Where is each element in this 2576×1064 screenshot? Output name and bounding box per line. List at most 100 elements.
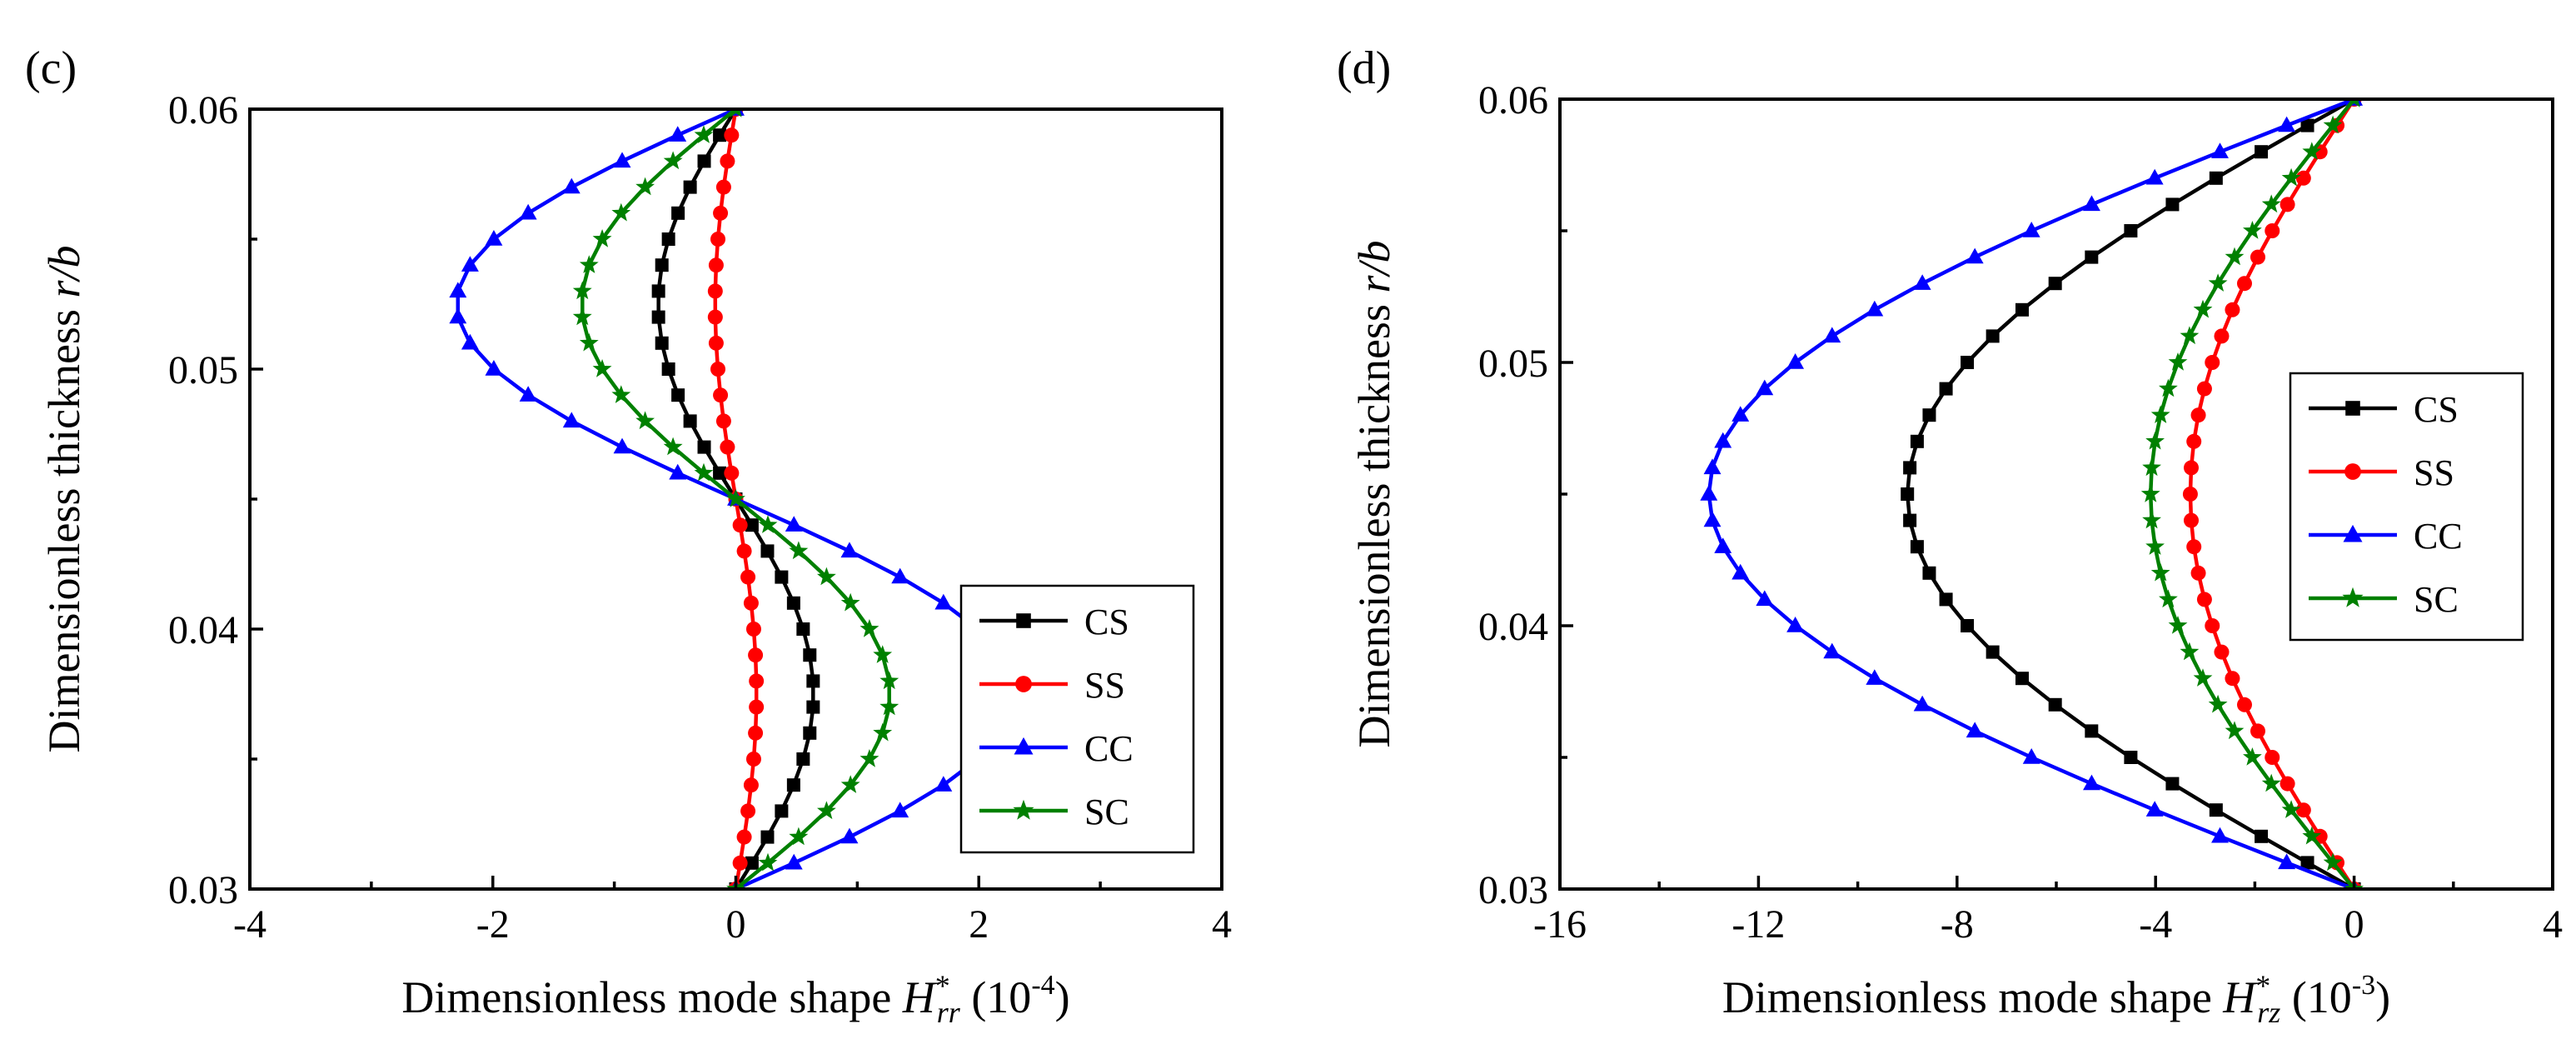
marker-square — [2048, 697, 2062, 712]
legend-item-cs: CS — [979, 602, 1129, 642]
marker-star — [2142, 510, 2161, 529]
marker-star — [2323, 852, 2343, 872]
y-tick-label: 0.05 — [1478, 342, 1548, 386]
marker-triangle — [1714, 432, 1732, 448]
marker-triangle — [2145, 801, 2164, 817]
marker-triangle — [2145, 168, 2164, 185]
marker-circle — [2250, 249, 2265, 265]
marker-triangle — [562, 177, 580, 194]
marker-square — [1939, 382, 1953, 396]
marker-star — [2193, 668, 2213, 687]
legend-item-ss: SS — [2309, 452, 2454, 493]
marker-triangle — [519, 386, 537, 402]
marker-star — [611, 385, 631, 403]
marker-square — [775, 804, 789, 818]
marker-triangle — [1703, 511, 1721, 527]
marker-star — [2168, 352, 2188, 371]
marker-square — [2165, 777, 2180, 791]
marker-circle — [748, 647, 764, 663]
marker-star — [2168, 616, 2188, 634]
x-tick-label: -4 — [233, 902, 267, 947]
marker-square — [697, 440, 711, 454]
chart-panel-c: -4 -2 0 2 4 0.03 0.04 0.05 0.06 (c) Dimensionless … — [25, 42, 1232, 1029]
legend-item-cc: CC — [979, 728, 1134, 769]
marker-square — [671, 388, 685, 402]
marker-square — [1910, 540, 1924, 554]
marker-star — [2323, 115, 2343, 134]
marker-circle — [2205, 355, 2220, 370]
marker-circle — [2196, 592, 2212, 607]
marker-circle — [748, 725, 764, 741]
marker-circle — [2196, 381, 2212, 397]
marker-star — [859, 619, 879, 637]
marker-square — [2048, 277, 2062, 291]
marker-triangle — [2083, 195, 2100, 212]
marker-square — [806, 674, 820, 688]
marker-triangle — [2022, 748, 2040, 764]
marker-star — [2145, 431, 2165, 450]
legend-label: SS — [2414, 452, 2454, 493]
marker-star — [758, 515, 778, 533]
legend-item-sc: SC — [979, 792, 1129, 832]
marker-triangle — [1756, 590, 1774, 607]
marker-circle — [736, 829, 752, 845]
x-tick-label: 0 — [2344, 902, 2364, 947]
marker-square — [1939, 592, 1953, 607]
marker-triangle — [2211, 142, 2229, 158]
legend: CS SS CC SC — [2289, 372, 2524, 642]
marker-star — [2140, 484, 2160, 502]
marker-square — [2015, 672, 2029, 686]
x-tick-label: 0 — [726, 902, 746, 947]
marker-circle — [2225, 671, 2240, 687]
x-tick-label: -8 — [1941, 902, 1974, 947]
x-tick-label: 2 — [969, 902, 989, 947]
marker-square — [661, 362, 675, 376]
marker-star — [726, 489, 745, 507]
marker-triangle — [669, 463, 687, 480]
marker-circle — [720, 153, 735, 169]
marker-circle — [720, 439, 735, 455]
marker-triangle — [1823, 327, 1841, 343]
marker-triangle — [449, 282, 467, 298]
marker-square — [775, 570, 789, 584]
marker-circle — [745, 622, 761, 637]
marker-circle — [710, 232, 726, 247]
marker-circle — [740, 569, 756, 585]
marker-circle — [2190, 407, 2206, 423]
y-tick-label: 0.03 — [1478, 868, 1548, 912]
x-tick-label: 4 — [1212, 902, 1232, 947]
chart-panel-d: -16 -12 -8 -4 0 4 0.03 0.04 0.05 0.06 (d) Dimension… — [1337, 42, 2563, 1029]
marker-triangle — [461, 256, 479, 272]
marker-square — [1903, 513, 1917, 527]
series-markers-sc — [2140, 99, 2364, 889]
marker-star — [2150, 562, 2170, 582]
marker-circle — [2183, 460, 2199, 476]
marker-square — [745, 518, 759, 532]
marker-triangle — [2083, 774, 2100, 791]
marker-circle — [2225, 302, 2240, 317]
marker-star — [572, 281, 592, 300]
marker-star — [572, 307, 592, 326]
marker-square — [2209, 171, 2223, 185]
legend-label: SC — [2414, 579, 2459, 620]
marker-square — [1903, 461, 1917, 475]
marker-triangle — [785, 516, 803, 532]
marker-circle — [745, 752, 761, 767]
x-tick-label: -2 — [476, 902, 510, 947]
marker-triangle — [1866, 300, 1884, 317]
marker-circle — [2186, 433, 2202, 449]
marker-circle — [732, 517, 748, 533]
marker-square — [671, 206, 685, 220]
marker-circle — [2295, 802, 2311, 818]
y-tick-label: 0.05 — [168, 348, 238, 392]
marker-star — [2302, 142, 2322, 160]
marker-square — [796, 752, 810, 766]
marker-circle — [715, 413, 731, 429]
marker-triangle — [891, 802, 909, 818]
marker-star — [2208, 273, 2228, 292]
legend-label: CS — [2414, 389, 2459, 430]
marker-star — [2348, 99, 2360, 107]
marker-square — [2124, 751, 2138, 764]
y-tick-label: 0.04 — [168, 608, 238, 652]
